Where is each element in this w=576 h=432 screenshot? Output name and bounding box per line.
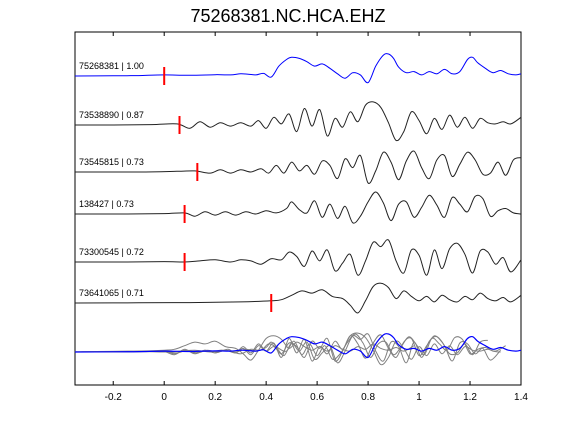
trace-line-1 bbox=[74, 53, 522, 84]
trace-line-3 bbox=[74, 150, 522, 184]
trace-label-1: 75268381 | 1.00 bbox=[79, 61, 144, 71]
x-tick-label: -0.2 bbox=[105, 392, 123, 403]
x-tick-label: 0.2 bbox=[208, 392, 222, 403]
trace-line-2 bbox=[74, 101, 522, 142]
x-tick-label: 1.4 bbox=[514, 392, 528, 403]
trace-line-4 bbox=[74, 191, 522, 224]
trace-line-5 bbox=[74, 239, 522, 276]
trace-line-6 bbox=[74, 282, 522, 314]
x-tick-label: 0.4 bbox=[259, 392, 273, 403]
trace-label-2: 73538890 | 0.87 bbox=[79, 110, 144, 120]
x-tick-label: 0 bbox=[161, 392, 167, 403]
trace-label-6: 73641065 | 0.71 bbox=[79, 288, 144, 298]
x-tick-label: 0.8 bbox=[361, 392, 375, 403]
stack-reference-line bbox=[74, 333, 522, 359]
x-tick-label: 0.6 bbox=[310, 392, 324, 403]
chart-title: 75268381.NC.HCA.EHZ bbox=[190, 6, 386, 26]
trace-label-4: 138427 | 0.73 bbox=[79, 199, 134, 209]
x-tick-label: 1.2 bbox=[463, 392, 477, 403]
stack-overlay-line-6 bbox=[73, 335, 415, 361]
x-tick-label: 1 bbox=[416, 392, 422, 403]
trace-label-3: 73545815 | 0.73 bbox=[79, 157, 144, 167]
trace-label-5: 73300545 | 0.72 bbox=[79, 247, 144, 257]
stack-overlay-line-5 bbox=[74, 333, 501, 364]
plot-area bbox=[74, 31, 522, 386]
stack-overlay-line-2 bbox=[74, 332, 506, 366]
